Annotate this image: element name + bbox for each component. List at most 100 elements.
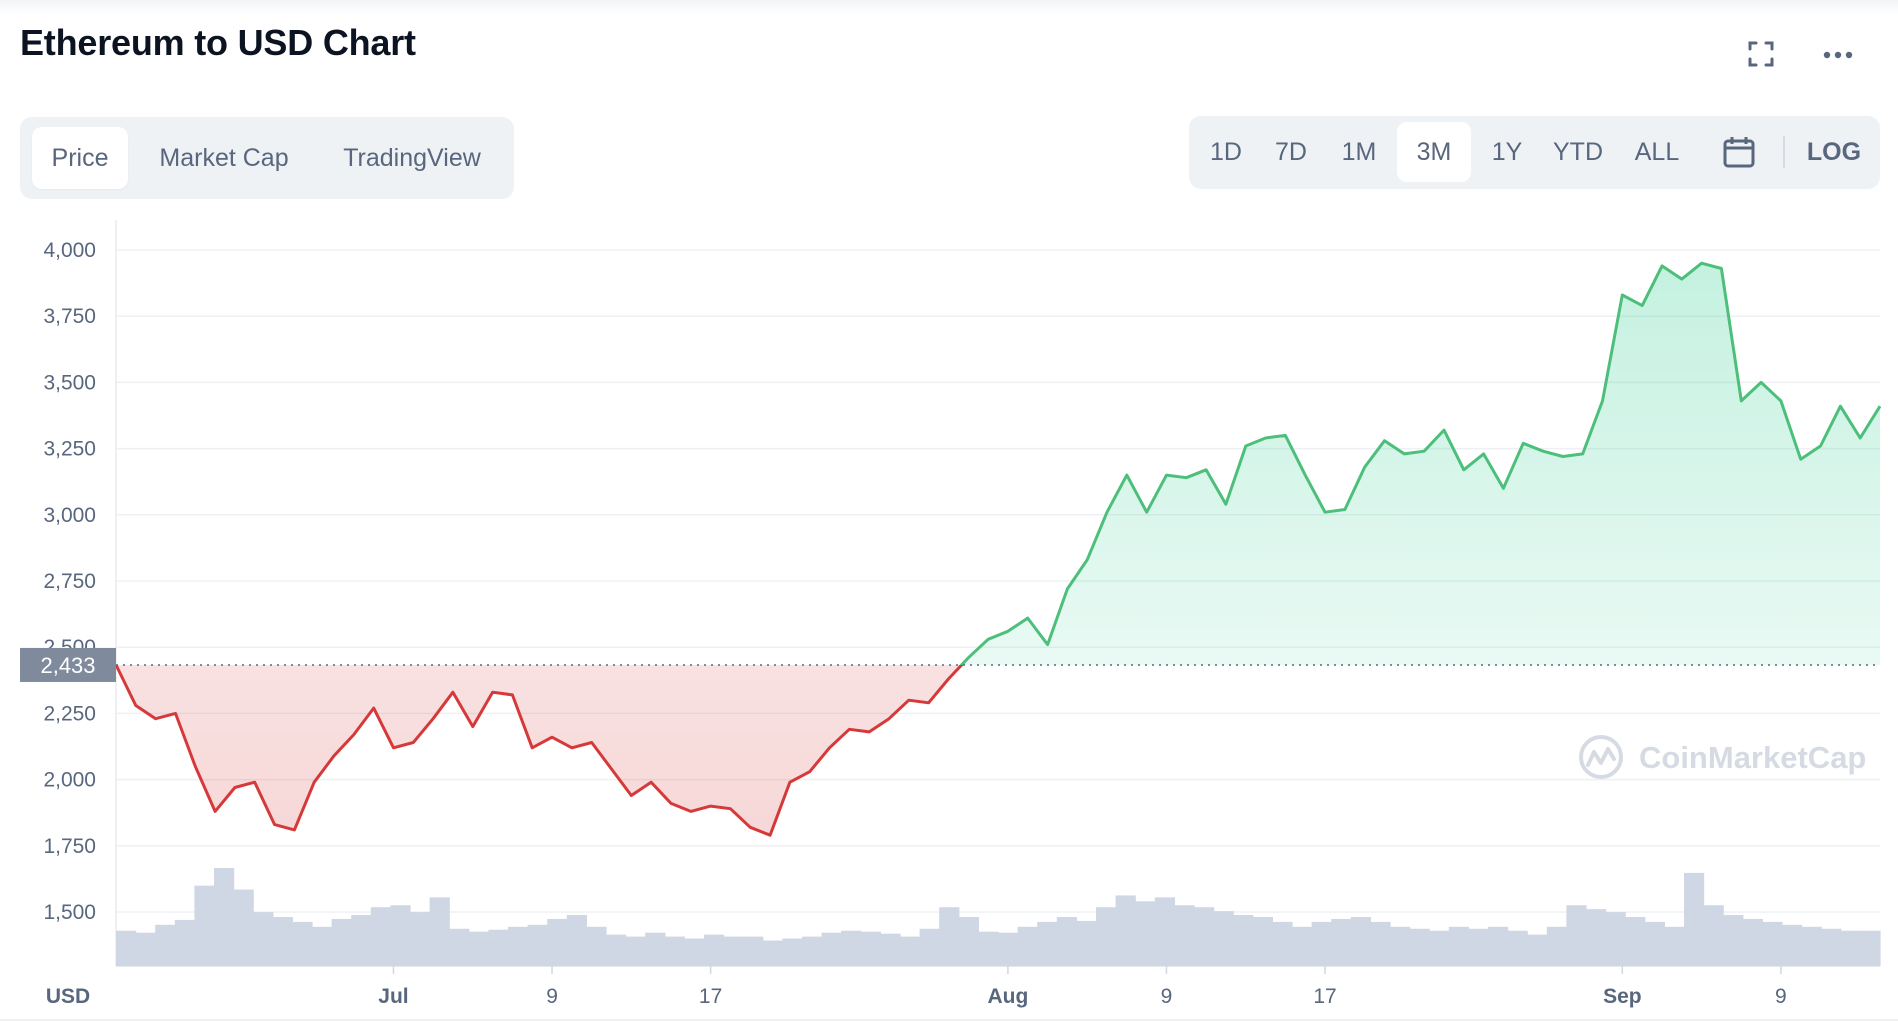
volume-bar bbox=[1154, 897, 1175, 966]
range-7d[interactable]: 7D bbox=[1275, 138, 1307, 166]
volume-bar bbox=[370, 907, 391, 966]
tab-market-cap[interactable]: Market Cap bbox=[159, 144, 289, 172]
x-tick-label: Aug bbox=[987, 985, 1028, 1008]
y-tick-label: 2,000 bbox=[43, 769, 96, 792]
more-dots-icon[interactable] bbox=[1818, 34, 1858, 74]
currency-label: USD bbox=[46, 985, 90, 1008]
watermark-text: CoinMarketCap bbox=[1639, 740, 1866, 775]
volume-bar bbox=[1782, 924, 1803, 966]
volume-bar bbox=[939, 907, 960, 966]
range-separator bbox=[1783, 136, 1785, 168]
volume-bar bbox=[429, 897, 450, 966]
volume-bar bbox=[684, 938, 705, 966]
volume-bar bbox=[1409, 928, 1430, 966]
y-tick-label: 2,750 bbox=[43, 570, 96, 593]
page-title: Ethereum to USD Chart bbox=[20, 22, 416, 63]
volume-bar bbox=[1527, 934, 1548, 966]
baseline-badge-label: 2,433 bbox=[40, 653, 95, 678]
chart-type-tabs: Price Market Cap TradingView bbox=[20, 117, 514, 199]
volume-bar bbox=[468, 931, 489, 966]
volume-bar bbox=[1370, 921, 1391, 966]
volume-bar bbox=[135, 932, 156, 966]
volume-bar bbox=[1037, 921, 1058, 966]
range-ytd[interactable]: YTD bbox=[1553, 138, 1603, 166]
range-all[interactable]: ALL bbox=[1634, 138, 1680, 166]
y-tick-label: 1,500 bbox=[43, 901, 96, 924]
volume-bar bbox=[1292, 926, 1313, 966]
log-scale-toggle[interactable]: LOG bbox=[1806, 138, 1862, 166]
volume-bar bbox=[704, 934, 725, 966]
range-3m[interactable]: 3M bbox=[1397, 122, 1471, 182]
volume-bar bbox=[1213, 911, 1234, 966]
y-tick-label: 3,500 bbox=[43, 371, 96, 394]
volume-bar bbox=[1429, 930, 1450, 966]
volume-bar bbox=[1821, 928, 1842, 966]
volume-bar bbox=[743, 936, 764, 966]
top-fade bbox=[0, 0, 1898, 14]
volume-bar bbox=[1390, 926, 1411, 966]
volume-bar bbox=[762, 940, 783, 966]
price-line-down bbox=[114, 664, 964, 837]
volume-bar bbox=[1625, 917, 1646, 966]
volume-bar bbox=[645, 932, 666, 966]
x-tick-label: 17 bbox=[1313, 985, 1336, 1008]
volume-bar bbox=[292, 921, 313, 966]
x-tick-label: 9 bbox=[1161, 985, 1173, 1008]
volume-bar bbox=[488, 929, 509, 966]
fullscreen-icon[interactable] bbox=[1741, 34, 1781, 74]
volume-bar bbox=[508, 926, 529, 966]
volume-bar bbox=[1331, 918, 1352, 966]
volume-bar bbox=[527, 924, 548, 966]
tab-price[interactable]: Price bbox=[32, 127, 128, 189]
volume-bar bbox=[958, 917, 979, 966]
y-tick-label: 4,000 bbox=[43, 239, 96, 262]
volume-bar bbox=[664, 936, 685, 966]
volume-bar bbox=[1703, 905, 1724, 966]
volume-bar bbox=[155, 924, 176, 966]
y-tick-label: 3,250 bbox=[43, 438, 96, 461]
tab-tradingview[interactable]: TradingView bbox=[343, 144, 481, 172]
volume-bar bbox=[1586, 909, 1607, 966]
volume-bar bbox=[1017, 926, 1038, 966]
volume-bar bbox=[1860, 930, 1881, 966]
volume-bar bbox=[1566, 905, 1587, 966]
volume-bar bbox=[390, 905, 411, 966]
volume-bar bbox=[1174, 905, 1195, 966]
volume-bar bbox=[272, 917, 293, 966]
volume-bar bbox=[1488, 926, 1509, 966]
volume-bar bbox=[410, 912, 431, 966]
volume-bar bbox=[1762, 921, 1783, 966]
range-1m[interactable]: 1M bbox=[1341, 138, 1377, 166]
volume-bar bbox=[214, 868, 235, 966]
price-area-up bbox=[116, 263, 1880, 665]
volume-bar bbox=[782, 938, 803, 966]
range-1y[interactable]: 1Y bbox=[1491, 138, 1523, 166]
volume-bar bbox=[1723, 915, 1744, 966]
volume-bar bbox=[1546, 926, 1567, 966]
volume-bar bbox=[1272, 921, 1293, 966]
time-range-selector: 1D 7D 1M 3M 1Y YTD ALL LOG bbox=[1189, 116, 1880, 189]
baseline-badge bbox=[20, 647, 116, 682]
volume-bar bbox=[1468, 928, 1489, 966]
x-tick-label: 9 bbox=[546, 985, 558, 1008]
volume-bar bbox=[253, 912, 274, 966]
volume-bar bbox=[1252, 917, 1273, 966]
x-tick-label: 17 bbox=[699, 985, 722, 1008]
volume-bar bbox=[1233, 915, 1254, 966]
volume-bar bbox=[998, 932, 1019, 966]
volume-bar bbox=[860, 931, 881, 966]
volume-bar bbox=[1684, 872, 1705, 966]
volume-bar bbox=[566, 915, 587, 966]
range-1d[interactable]: 1D bbox=[1210, 138, 1242, 166]
volume-bar bbox=[1448, 926, 1469, 966]
volume-bar bbox=[802, 936, 823, 966]
volume-bar bbox=[351, 915, 372, 966]
volume-bar bbox=[331, 918, 352, 966]
volume-bar bbox=[900, 936, 921, 966]
volume-bar bbox=[841, 930, 862, 966]
volume-bar bbox=[1742, 918, 1763, 966]
calendar-icon[interactable] bbox=[1721, 134, 1757, 170]
volume-bar bbox=[1311, 921, 1332, 966]
volume-bar bbox=[625, 936, 646, 966]
volume-bar bbox=[586, 926, 607, 966]
